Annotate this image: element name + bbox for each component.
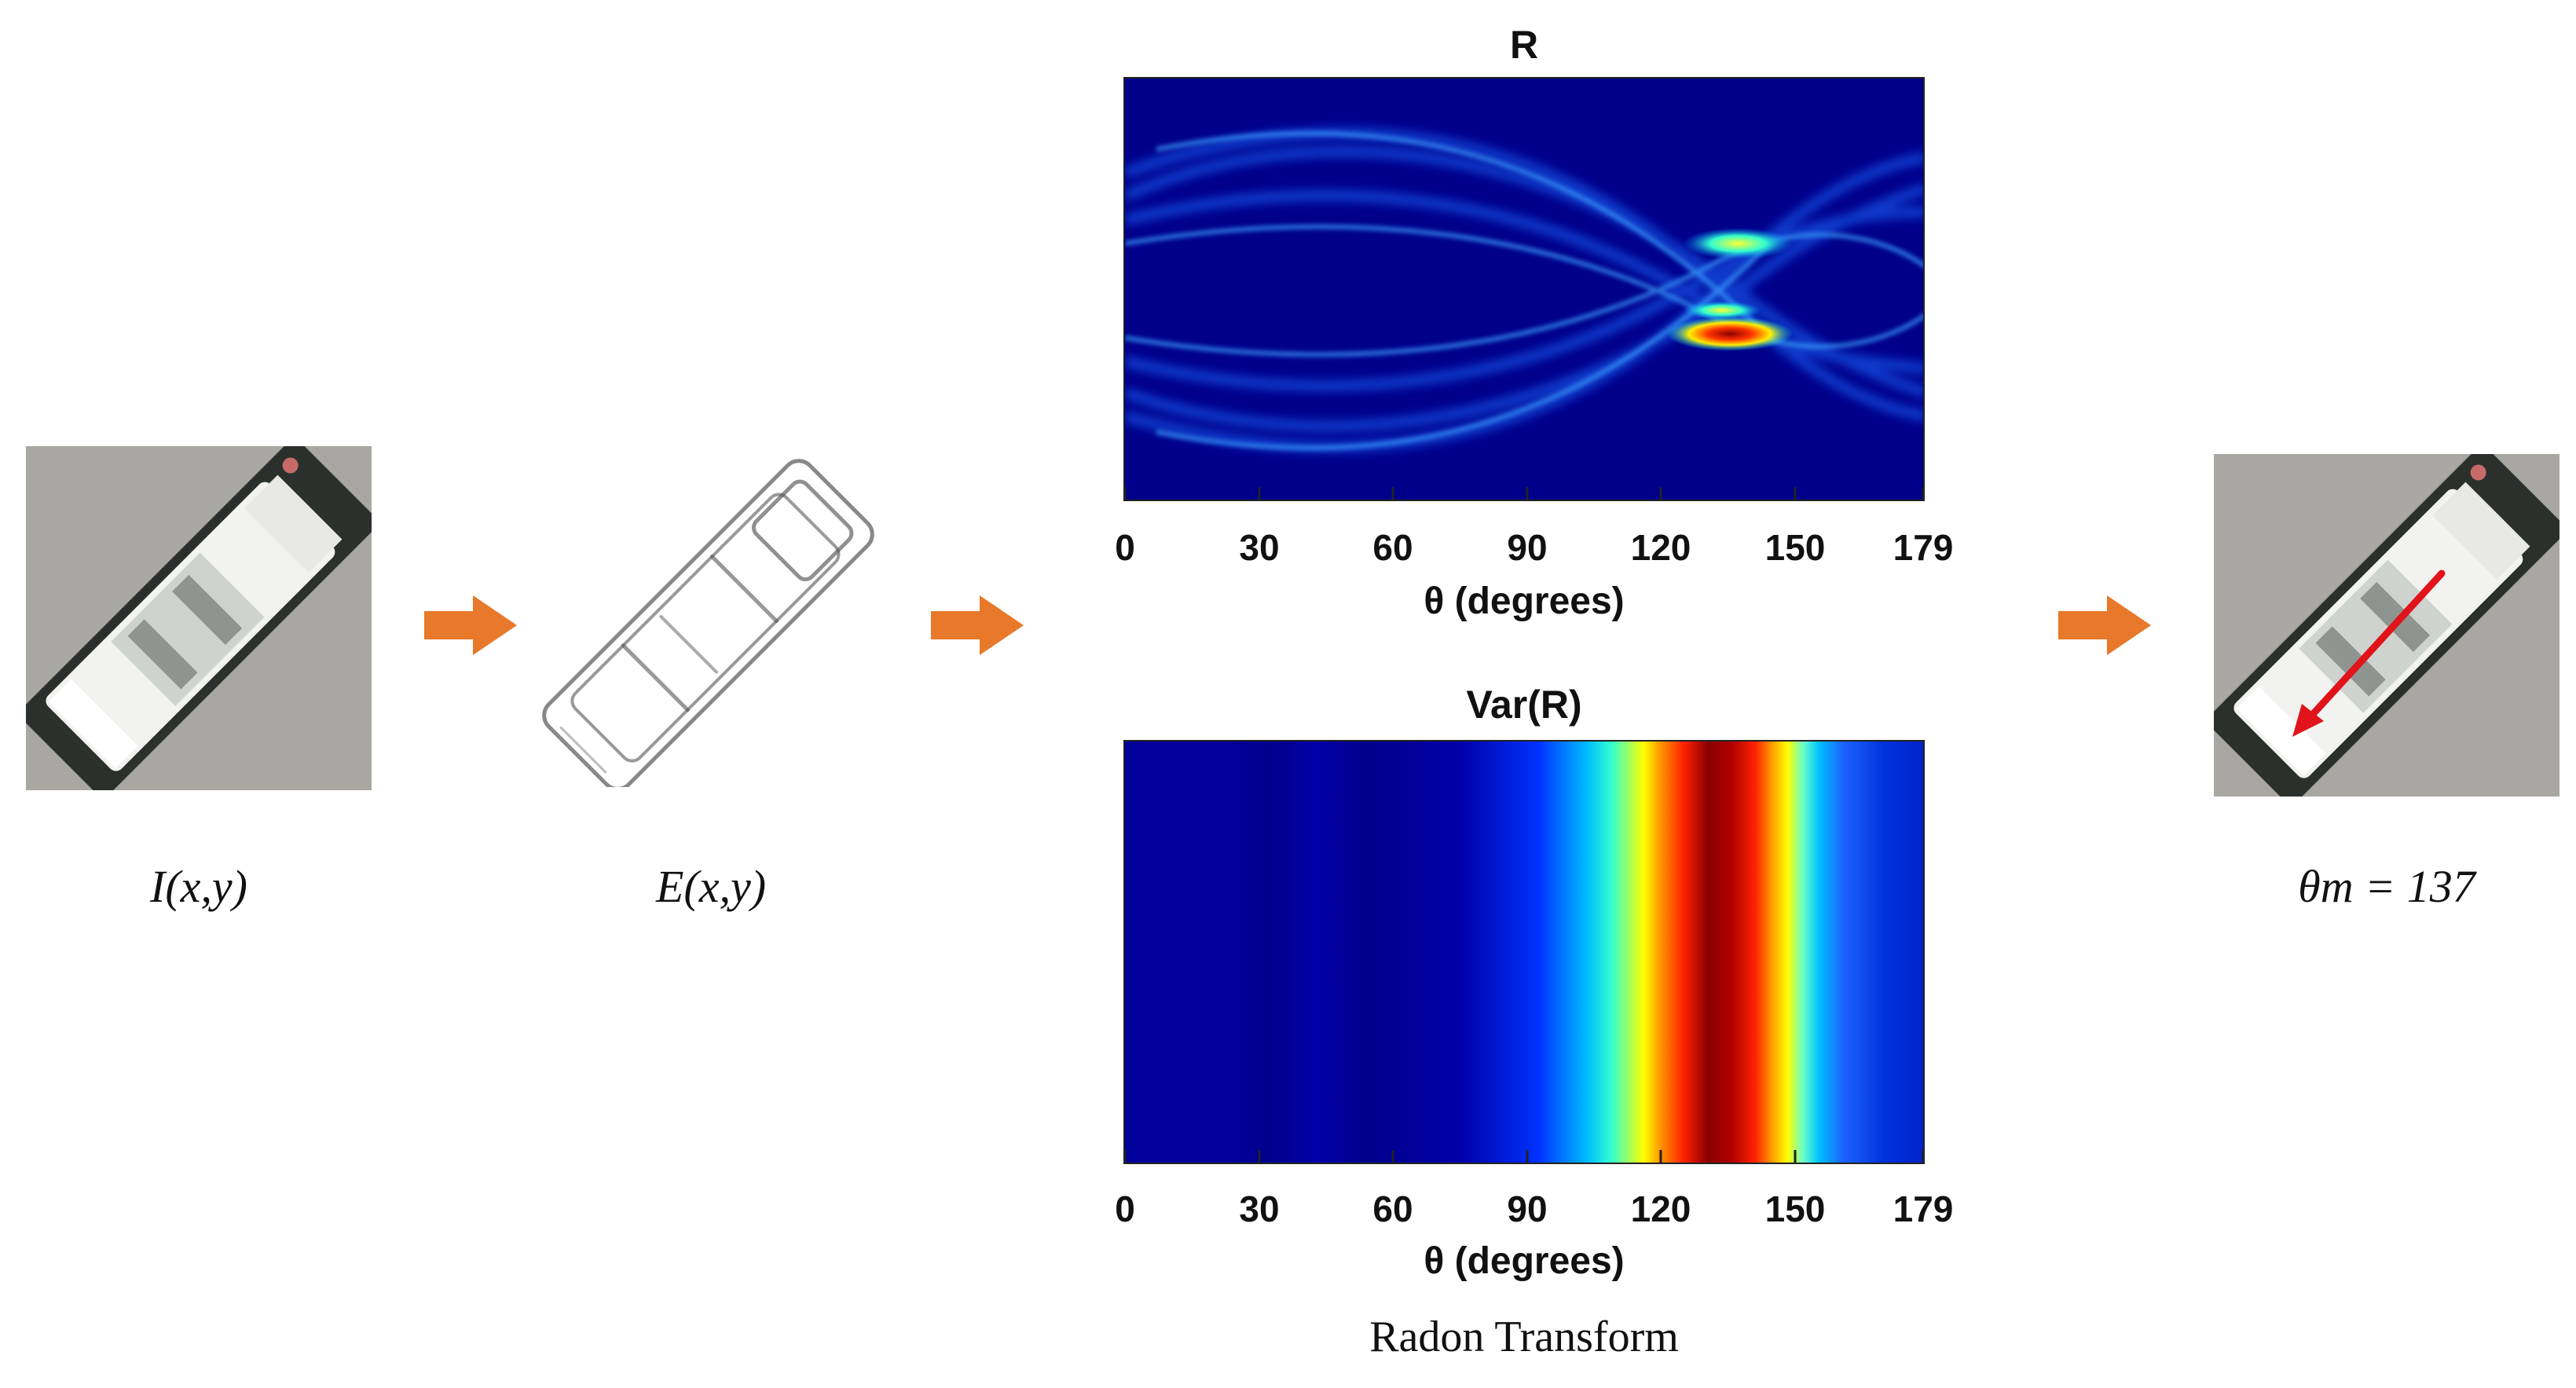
tick-label: 0 (1115, 1188, 1135, 1229)
result-image (2208, 447, 2565, 804)
edge-image (538, 457, 884, 791)
variance-plot-title: Var(R) (1466, 683, 1582, 727)
tick-label: 120 (1630, 1188, 1691, 1229)
direction-arrow-icon (2214, 454, 2560, 797)
tick-label: 0 (1115, 527, 1135, 568)
input-image-label: I(x,y) (150, 861, 247, 912)
radon-plot-title: R (1509, 23, 1539, 67)
tick-label: 60 (1372, 1188, 1413, 1229)
tick-label: 90 (1507, 527, 1548, 568)
variance-heatmap (1123, 740, 1925, 1164)
tick-label: 30 (1239, 527, 1280, 568)
tick-label: 90 (1507, 1188, 1548, 1229)
radon-heatmap (1123, 77, 1925, 501)
tick-mark (1123, 1150, 1127, 1164)
tick-label: 179 (1893, 527, 1954, 568)
right-arrow-icon (931, 595, 1025, 655)
tick-mark (1391, 1150, 1394, 1164)
tick-mark (1794, 487, 1797, 501)
tick-label: 120 (1630, 527, 1691, 568)
radon-plot-xlabel: θ (degrees) (1424, 580, 1625, 622)
tick-label: 150 (1764, 1188, 1826, 1229)
tick-label: 60 (1372, 527, 1413, 568)
tick-mark (1123, 487, 1127, 501)
tick-mark (1659, 1150, 1662, 1164)
tick-mark (1391, 487, 1394, 501)
tick-mark (1258, 1150, 1261, 1164)
input-image (20, 440, 377, 797)
edge-image-label: E(x,y) (655, 861, 767, 912)
tick-mark (1258, 487, 1261, 501)
tick-mark (1922, 487, 1925, 501)
tick-mark (1526, 487, 1529, 501)
tick-label: 30 (1239, 1188, 1280, 1229)
variance-plot-xlabel: θ (degrees) (1424, 1240, 1625, 1282)
radon-transform-caption: Radon Transform (1369, 1313, 1679, 1361)
tick-mark (1794, 1150, 1797, 1164)
tick-mark (1526, 1150, 1529, 1164)
tick-mark (1922, 1150, 1925, 1164)
tick-label: 179 (1893, 1188, 1954, 1229)
right-arrow-icon (424, 595, 518, 655)
tick-mark (1659, 487, 1662, 501)
right-arrow-icon (2058, 595, 2153, 655)
result-label: θm = 137 (2298, 861, 2475, 912)
tick-label: 150 (1764, 527, 1826, 568)
